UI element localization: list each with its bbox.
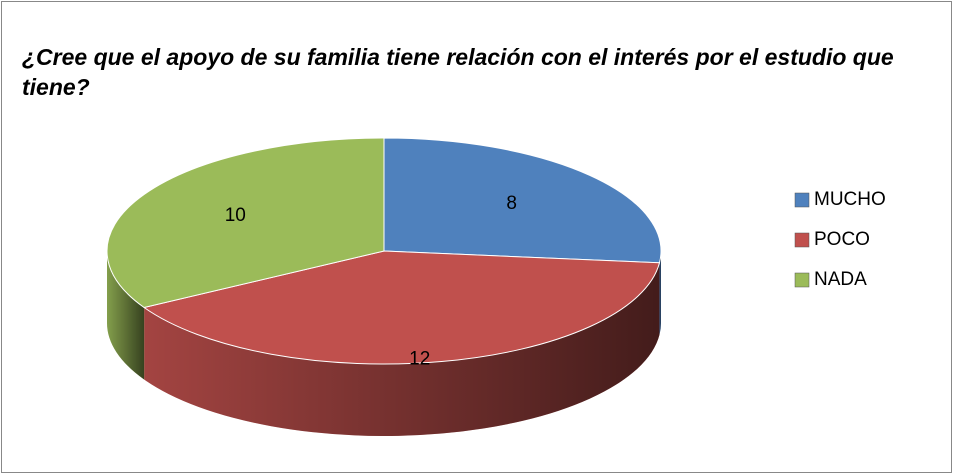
chart-title: ¿Cree que el apoyo de su familia tiene r… [22,44,894,100]
legend-label: NADA [814,269,867,290]
data-label: 10 [225,205,246,226]
slice-side-shade [144,262,660,436]
data-label: 12 [409,349,430,370]
data-label: 8 [506,193,517,214]
slice-side-shade [107,251,145,380]
slice-side-shade [659,251,661,335]
legend-label: POCO [814,229,870,250]
slice [142,250,661,365]
legend-swatch [794,192,810,208]
slice [106,137,385,309]
legend-swatch [794,272,810,288]
slice [383,137,662,264]
legend-swatch [794,232,810,248]
legend-label: MUCHO [814,189,886,210]
